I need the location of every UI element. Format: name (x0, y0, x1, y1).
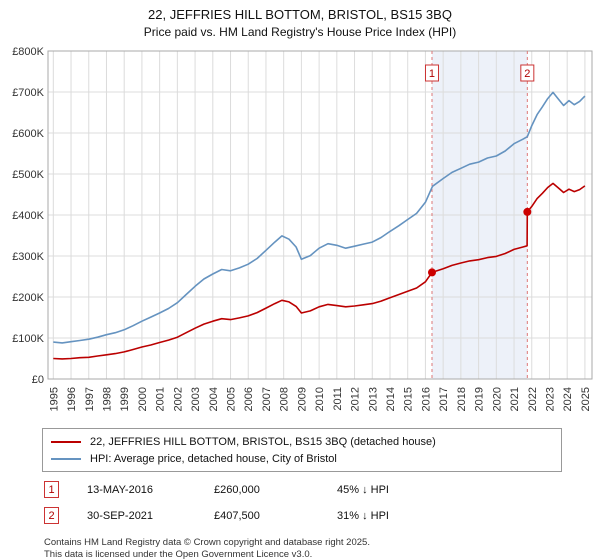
x-axis-tick-label: 2002 (172, 387, 184, 411)
x-axis-tick-label: 2019 (474, 387, 486, 411)
footer-line-2: This data is licensed under the Open Gov… (44, 549, 313, 560)
y-axis-tick-label: £500K (12, 169, 44, 181)
y-axis-tick-label: £400K (12, 210, 44, 222)
footer-line-1: Contains HM Land Registry data © Crown c… (44, 537, 370, 548)
x-axis-tick-label: 2005 (226, 387, 238, 411)
x-axis-tick-label: 2013 (367, 387, 379, 411)
x-axis-tick-label: 2010 (314, 387, 326, 411)
x-axis-tick-label: 2018 (456, 387, 468, 411)
series-line-hpi (53, 91, 586, 344)
sale-point-marker (427, 268, 436, 277)
y-axis-tick-label: £200K (12, 292, 44, 304)
sale-number-badge (424, 64, 439, 82)
transaction-2-badge: 2 (44, 507, 59, 524)
y-axis-tick-label: £0 (32, 374, 44, 386)
x-axis-tick-label: 2001 (155, 387, 167, 411)
x-axis-tick-label: 1997 (84, 387, 96, 411)
y-axis-tick-label: £700K (12, 87, 44, 99)
transaction-2-date: 30-SEP-2021 (87, 509, 154, 522)
x-axis-tick-label: 2025 (580, 387, 592, 411)
x-axis-tick-label: 2022 (527, 387, 539, 411)
x-axis-tick-label: 2016 (420, 387, 432, 411)
x-axis-tick-label: 2000 (137, 387, 149, 411)
x-axis-tick-label: 2003 (190, 387, 202, 411)
legend-row-property: 22, JEFFRIES HILL BOTTOM, BRISTOL, BS15 … (51, 433, 553, 450)
transaction-row-2: 2 30-SEP-2021 £407,500 31% ↓ HPI (44, 507, 600, 524)
y-axis-tick-label: £800K (12, 46, 44, 58)
x-axis-tick-label: 1996 (66, 387, 78, 411)
x-axis-tick-label: 2011 (332, 387, 344, 411)
x-axis-tick-label: 2007 (261, 387, 273, 411)
legend-label-property: 22, JEFFRIES HILL BOTTOM, BRISTOL, BS15 … (90, 435, 436, 448)
y-axis-tick-label: £100K (12, 333, 44, 345)
transaction-1-date: 13-MAY-2016 (87, 483, 154, 496)
x-axis-tick-label: 2024 (562, 387, 574, 411)
x-axis-tick-label: 2008 (279, 387, 291, 411)
x-axis-tick-label: 2012 (350, 387, 362, 411)
sale-point-marker (523, 207, 532, 216)
transaction-row-1: 1 13-MAY-2016 £260,000 45% ↓ HPI (44, 481, 600, 498)
copyright-footer: Contains HM Land Registry data © Crown c… (44, 537, 600, 560)
price-chart: 1 2 £0 £100K £200K £300K £400K £500K £600K £700K £… (12, 46, 593, 411)
transaction-1-price: £260,000 (214, 483, 260, 496)
x-axis-tick-label: 2006 (243, 387, 255, 411)
legend-row-hpi: HPI: Average price, detached house, City… (51, 450, 553, 467)
legend: 22, JEFFRIES HILL BOTTOM, BRISTOL, BS15 … (42, 428, 562, 472)
y-axis-tick-label: £300K (12, 251, 44, 263)
x-axis-tick-label: 2023 (544, 387, 556, 411)
x-axis-tick-label: 2004 (208, 387, 220, 411)
x-axis-tick-label: 1995 (48, 387, 60, 411)
x-axis-tick-label: 1999 (119, 387, 131, 411)
x-axis-tick-label: 1998 (101, 387, 113, 411)
chart-header: 22, JEFFRIES HILL BOTTOM, BRISTOL, BS15 … (0, 0, 600, 39)
transaction-2-hpi-diff: 31% ↓ HPI (337, 509, 389, 522)
x-axis-tick-label: 2014 (385, 387, 397, 411)
x-axis-tick-label: 2017 (438, 387, 450, 411)
x-axis-tick-label: 2021 (509, 387, 521, 411)
sale-number-label: 2 (524, 68, 530, 80)
x-axis-tick-label: 2020 (491, 387, 503, 411)
legend-swatch-property (51, 440, 81, 443)
transaction-1-badge: 1 (44, 481, 59, 498)
y-axis-tick-label: £600K (12, 128, 44, 140)
sale-number-badge (520, 64, 535, 82)
legend-swatch-hpi (51, 457, 81, 460)
plot-border (47, 50, 593, 380)
x-axis-tick-label: 2015 (403, 387, 415, 411)
x-axis-tick-label: 2009 (296, 387, 308, 411)
series-line-property (53, 182, 586, 360)
chart-area: 1 2 £0 £100K £200K £300K £400K £500K £600K £700K £… (0, 41, 600, 426)
transaction-2-price: £407,500 (214, 509, 260, 522)
sale-number-label: 1 (429, 68, 435, 80)
legend-label-hpi: HPI: Average price, detached house, City… (90, 452, 337, 465)
page-subtitle: Price paid vs. HM Land Registry's House … (143, 25, 457, 39)
transaction-1-hpi-diff: 45% ↓ HPI (337, 483, 389, 496)
page-title: 22, JEFFRIES HILL BOTTOM, BRISTOL, BS15 … (148, 7, 452, 22)
